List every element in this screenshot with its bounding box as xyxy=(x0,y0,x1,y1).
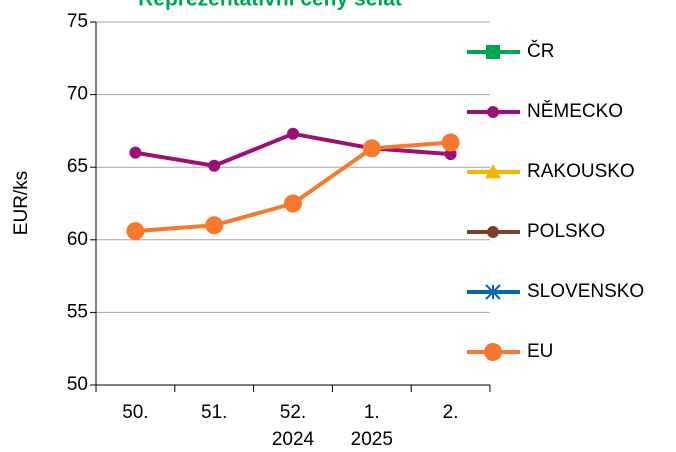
marker xyxy=(487,106,499,118)
chart-title: Reprezentativní ceny selat xyxy=(138,0,402,11)
marker xyxy=(485,284,501,300)
y-tick-label: 75 xyxy=(67,11,88,32)
marker xyxy=(486,45,500,59)
x-tick-label: 2. xyxy=(443,402,459,423)
legend-label: NĚMECKO xyxy=(527,100,623,122)
series-line xyxy=(135,140,451,234)
marker xyxy=(441,133,460,152)
y-tick-label: 60 xyxy=(67,229,88,250)
x-tick-label: 2024 xyxy=(272,429,315,450)
y-tick-label: 70 xyxy=(67,84,88,105)
y-tick-label: 55 xyxy=(67,301,88,322)
legend-label: EU xyxy=(527,341,553,362)
marker xyxy=(208,159,221,172)
legend-label: POLSKO xyxy=(527,221,605,242)
y-tick-label: 50 xyxy=(67,374,88,395)
y-tick-label: 65 xyxy=(67,156,88,177)
legend-label: RAKOUSKO xyxy=(527,161,635,182)
marker xyxy=(284,194,302,213)
x-tick-label: 51. xyxy=(201,402,227,423)
marker xyxy=(126,222,145,241)
x-tick-label: 52. xyxy=(280,402,306,423)
marker xyxy=(287,127,299,140)
marker xyxy=(485,164,501,179)
x-tick-label: 50. xyxy=(122,402,148,423)
marker xyxy=(129,146,142,159)
marker xyxy=(487,226,499,238)
legend-label: ČR xyxy=(527,40,554,62)
x-tick-label: 2025 xyxy=(351,429,393,450)
x-tick-label: 1. xyxy=(364,402,380,423)
marker xyxy=(205,216,224,235)
marker xyxy=(484,343,502,361)
y-axis-label: EUR/ks xyxy=(11,171,32,235)
legend-label: SLOVENSKO xyxy=(527,281,644,302)
marker xyxy=(444,148,457,161)
marker xyxy=(362,139,381,158)
